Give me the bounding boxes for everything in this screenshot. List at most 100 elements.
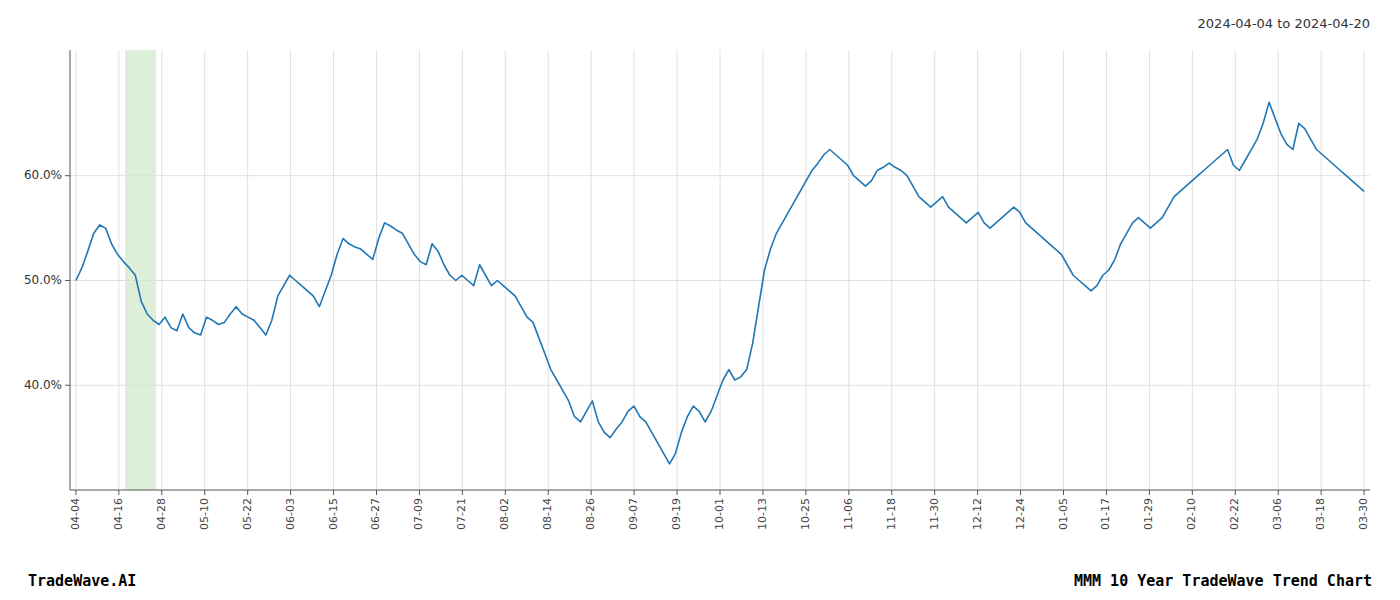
x-grid-line <box>247 50 248 490</box>
x-grid-line <box>1235 50 1236 490</box>
footer-text: MMM 10 Year TradeWave Trend Chart <box>1074 572 1372 590</box>
x-tick <box>462 490 463 495</box>
x-tick-label: 02-10 <box>1185 498 1198 530</box>
x-grid-line <box>1364 50 1365 490</box>
x-tick-label: 03-30 <box>1357 498 1370 530</box>
x-grid-line <box>634 50 635 490</box>
x-grid-line <box>1321 50 1322 490</box>
x-tick <box>1192 490 1193 495</box>
x-tick <box>720 490 721 495</box>
x-tick-label: 11-30 <box>928 498 941 530</box>
x-tick <box>934 490 935 495</box>
x-tick-label: 01-17 <box>1099 498 1112 530</box>
x-tick-label: 10-01 <box>713 498 726 530</box>
x-tick-label: 09-19 <box>670 498 683 530</box>
x-tick <box>1278 490 1279 495</box>
x-tick-label: 03-06 <box>1271 498 1284 530</box>
x-tick-label: 05-10 <box>198 498 211 530</box>
x-grid-line <box>118 50 119 490</box>
x-tick <box>805 490 806 495</box>
y-tick-label: 40.0% <box>24 378 62 392</box>
x-grid-line <box>1278 50 1279 490</box>
y-tick <box>65 280 70 281</box>
x-tick <box>1321 490 1322 495</box>
line <box>76 102 1364 463</box>
x-grid-line <box>290 50 291 490</box>
x-grid-line <box>591 50 592 490</box>
x-grid-line <box>1020 50 1021 490</box>
x-tick <box>634 490 635 495</box>
x-tick-label: 05-22 <box>241 498 254 530</box>
x-tick <box>1149 490 1150 495</box>
y-tick <box>65 385 70 386</box>
x-tick <box>762 490 763 495</box>
x-tick-label: 09-07 <box>627 498 640 530</box>
axes: 40.0%50.0%60.0%04-0404-1604-2805-1005-22… <box>24 50 1370 530</box>
x-tick <box>677 490 678 495</box>
x-grid-line <box>720 50 721 490</box>
x-grid-line <box>1149 50 1150 490</box>
x-tick-label: 07-21 <box>455 498 468 530</box>
x-grid-line <box>204 50 205 490</box>
x-tick-label: 01-05 <box>1057 498 1070 530</box>
x-grid-line <box>548 50 549 490</box>
x-tick <box>204 490 205 495</box>
x-grid-line <box>977 50 978 490</box>
x-tick <box>1106 490 1107 495</box>
x-tick-label: 10-25 <box>799 498 812 530</box>
x-tick <box>376 490 377 495</box>
highlight-band <box>125 50 156 490</box>
x-tick-label: 04-16 <box>112 498 125 530</box>
y-tick-label: 50.0% <box>24 273 62 287</box>
x-tick <box>1235 490 1236 495</box>
x-tick <box>118 490 119 495</box>
x-tick-label: 06-03 <box>284 498 297 530</box>
grid <box>70 50 1370 490</box>
x-tick-label: 07-09 <box>412 498 425 530</box>
x-tick-label: 02-22 <box>1228 498 1241 530</box>
x-tick <box>977 490 978 495</box>
x-tick-label: 04-28 <box>155 498 168 530</box>
x-tick-label: 08-26 <box>584 498 597 530</box>
footer-text: TradeWave.AI <box>28 572 136 590</box>
x-tick <box>848 490 849 495</box>
x-tick <box>1063 490 1064 495</box>
x-tick <box>75 490 76 495</box>
x-grid-line <box>848 50 849 490</box>
x-grid-line <box>805 50 806 490</box>
x-grid-line <box>505 50 506 490</box>
y-tick <box>65 175 70 176</box>
x-tick-label: 11-06 <box>842 498 855 530</box>
chart: 40.0%50.0%60.0%04-0404-1604-2805-1005-22… <box>0 0 1400 600</box>
x-grid-line <box>891 50 892 490</box>
x-tick <box>333 490 334 495</box>
x-grid-line <box>419 50 420 490</box>
x-tick <box>290 490 291 495</box>
x-grid-line <box>1106 50 1107 490</box>
background <box>0 0 1400 600</box>
x-tick-label: 01-29 <box>1142 498 1155 530</box>
x-tick <box>891 490 892 495</box>
x-grid-line <box>677 50 678 490</box>
x-tick <box>1020 490 1021 495</box>
x-tick-label: 12-12 <box>971 498 984 530</box>
x-tick-label: 08-14 <box>541 498 554 530</box>
x-grid-line <box>75 50 76 490</box>
y-axis-line <box>70 50 71 490</box>
x-tick <box>1364 490 1365 495</box>
x-tick <box>161 490 162 495</box>
x-tick <box>505 490 506 495</box>
x-grid-line <box>161 50 162 490</box>
x-tick <box>591 490 592 495</box>
x-tick <box>548 490 549 495</box>
x-grid-line <box>462 50 463 490</box>
x-tick-label: 12-24 <box>1014 498 1027 530</box>
x-tick-label: 11-18 <box>885 498 898 530</box>
x-grid-line <box>1192 50 1193 490</box>
x-tick <box>419 490 420 495</box>
x-tick-label: 03-18 <box>1314 498 1327 530</box>
title: 2024-04-04 to 2024-04-20 <box>1198 16 1370 31</box>
x-tick <box>247 490 248 495</box>
x-tick-label: 04-04 <box>69 498 82 530</box>
x-grid-line <box>934 50 935 490</box>
